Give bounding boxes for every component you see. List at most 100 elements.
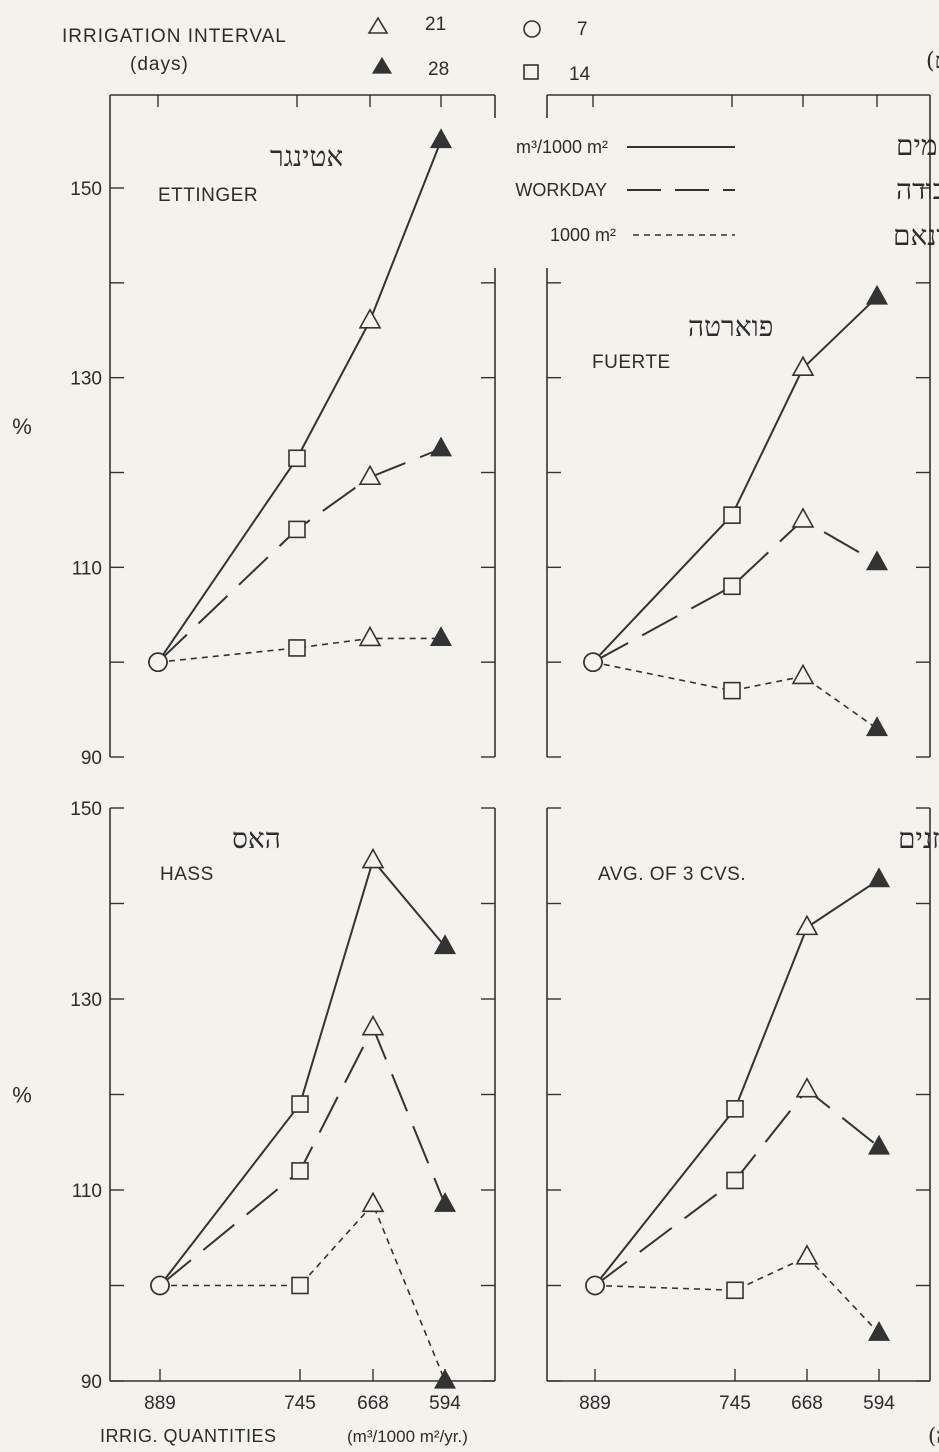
circle-open-icon <box>523 20 541 38</box>
panel-title-hebrew: האס <box>232 822 281 855</box>
panel-title-hebrew: אטינגר <box>270 140 343 173</box>
data-point-square <box>723 681 741 700</box>
legend-hebrew-solid: מ"ק/ד' מים <box>896 129 939 162</box>
y-axis-label: % <box>12 414 32 439</box>
data-point-triangle-open <box>358 308 382 329</box>
data-point-triangle-filled <box>867 867 891 888</box>
data-point-triangle-open <box>791 507 815 528</box>
panel-title: ETTINGER <box>158 185 258 206</box>
interval-legend-label: 28 <box>428 59 449 80</box>
interval-legend-label: 21 <box>425 14 446 35</box>
series-line-solid <box>592 296 878 663</box>
data-point-circle <box>148 652 168 672</box>
square-open-icon <box>523 64 539 80</box>
data-point-square <box>288 449 306 468</box>
x-axis-footer: IRRIG. QUANTITIES (m³/1000 m²/yr.) כמות … <box>100 1424 939 1448</box>
data-point-triangle-filled <box>867 1321 891 1341</box>
data-point-triangle-open <box>361 1191 385 1213</box>
y-tick-label: 130 <box>70 990 102 1011</box>
data-point-triangle-open <box>361 1015 385 1036</box>
panel-title: FUERTE <box>592 352 671 373</box>
data-point-square <box>726 1171 744 1190</box>
data-point-circle <box>150 1275 170 1296</box>
x-tick-label: 745 <box>284 1393 316 1414</box>
x-tick-label: 668 <box>357 1393 389 1414</box>
data-point-square <box>288 639 306 657</box>
data-point-triangle-open <box>795 914 819 936</box>
data-point-square <box>291 1095 309 1113</box>
chart-panel-ettinger: 90 110 130 150% אטינגר ETTINGER <box>12 94 496 769</box>
triangle-filled-icon <box>371 56 393 74</box>
x-tick-label: 745 <box>719 1393 751 1414</box>
data-point-triangle-filled <box>429 436 453 457</box>
triangle-open-icon <box>367 16 389 34</box>
line-style-legend: m³/1000 m² מ"ק/ד' מים WORKDAY יום עבודה … <box>470 118 939 268</box>
interval-legend-label: 14 <box>569 64 591 85</box>
data-point-circle <box>585 1275 605 1296</box>
hebrew-x-axis-label: כמות המים (מ"ק/ד/שנה) <box>928 1424 939 1448</box>
data-point-circle <box>583 652 603 672</box>
series-line-long-dash <box>157 447 442 663</box>
data-point-triangle-filled <box>865 284 889 305</box>
series-line-long-dash <box>594 1088 880 1287</box>
data-point-triangle-open <box>358 625 382 647</box>
legend-hebrew-short-dash: דונאם <box>893 219 939 252</box>
data-point-triangle-filled <box>433 1368 457 1389</box>
y-tick-label: 150 <box>70 799 102 820</box>
data-point-triangle-filled <box>867 1134 891 1155</box>
y-tick-label: 90 <box>81 1372 102 1393</box>
series-line-short-dash <box>160 1203 446 1382</box>
data-point-square <box>723 506 741 524</box>
chart-panel-average: 889 745 668 594 ממוצע לשלשת הזנים AVG. OF 3 C… <box>546 807 939 1414</box>
data-point-square <box>726 1100 744 1118</box>
data-point-triangle-open <box>791 355 815 376</box>
data-point-triangle-filled <box>433 1192 457 1212</box>
panel-title-hebrew: ממוצע לשלשת הזנים <box>898 822 939 855</box>
data-point-triangle-filled <box>429 626 453 647</box>
data-point-triangle-open <box>358 464 382 486</box>
x-tick-label: 668 <box>791 1393 823 1414</box>
y-axis-label: % <box>12 1083 32 1108</box>
legend-label-solid: m³/1000 m² <box>516 137 608 157</box>
data-point-triangle-filled <box>865 716 889 737</box>
series-line-solid <box>594 878 880 1287</box>
series-line-short-dash <box>592 661 878 730</box>
y-tick-label: 110 <box>72 558 102 579</box>
series-line-long-dash <box>592 518 878 664</box>
series-line-long-dash <box>159 1026 446 1287</box>
data-point-square <box>723 577 741 596</box>
x-axis-unit: (m³/1000 m²/yr.) <box>347 1427 468 1446</box>
panel-title-hebrew: פוארטה <box>688 310 773 343</box>
data-point-triangle-filled <box>865 550 889 571</box>
data-point-triangle-filled <box>429 128 453 149</box>
data-point-square <box>726 1281 744 1300</box>
y-tick-label: 110 <box>72 1181 102 1202</box>
legend-label-short-dash: 1000 m² <box>550 225 616 245</box>
data-point-square <box>288 520 306 539</box>
y-tick-label: 130 <box>70 369 102 390</box>
hebrew-interval-label: מירווח ההשקיה (ימים) <box>926 49 939 74</box>
panel-title: HASS <box>160 864 214 885</box>
data-point-triangle-filled <box>433 934 457 955</box>
x-tick-label: 889 <box>579 1393 611 1414</box>
irrigation-interval-unit: (days) <box>130 54 189 75</box>
x-tick-label: 594 <box>429 1393 461 1414</box>
data-point-triangle-open <box>361 847 385 869</box>
interval-legend-label: 7 <box>577 19 588 40</box>
panel-title: AVG. OF 3 CVS. <box>598 864 746 885</box>
data-point-triangle-open <box>795 1077 819 1098</box>
x-axis-label: IRRIG. QUANTITIES <box>100 1426 277 1446</box>
y-tick-label: 90 <box>81 748 102 769</box>
irrigation-interval-label: IRRIGATION INTERVAL <box>62 26 287 47</box>
series-line-solid <box>157 140 442 663</box>
series-line-solid <box>159 859 446 1287</box>
x-tick-label: 594 <box>863 1393 895 1414</box>
data-point-triangle-open <box>795 1244 819 1265</box>
series-line-short-dash <box>157 637 441 663</box>
chart-panel-fuerte: פוארטה FUERTE <box>546 94 931 758</box>
data-point-triangle-open <box>791 663 815 685</box>
series-line-short-dash <box>594 1256 880 1334</box>
data-point-square <box>291 1162 309 1180</box>
legend-hebrew-long-dash: יום עבודה <box>896 173 939 206</box>
